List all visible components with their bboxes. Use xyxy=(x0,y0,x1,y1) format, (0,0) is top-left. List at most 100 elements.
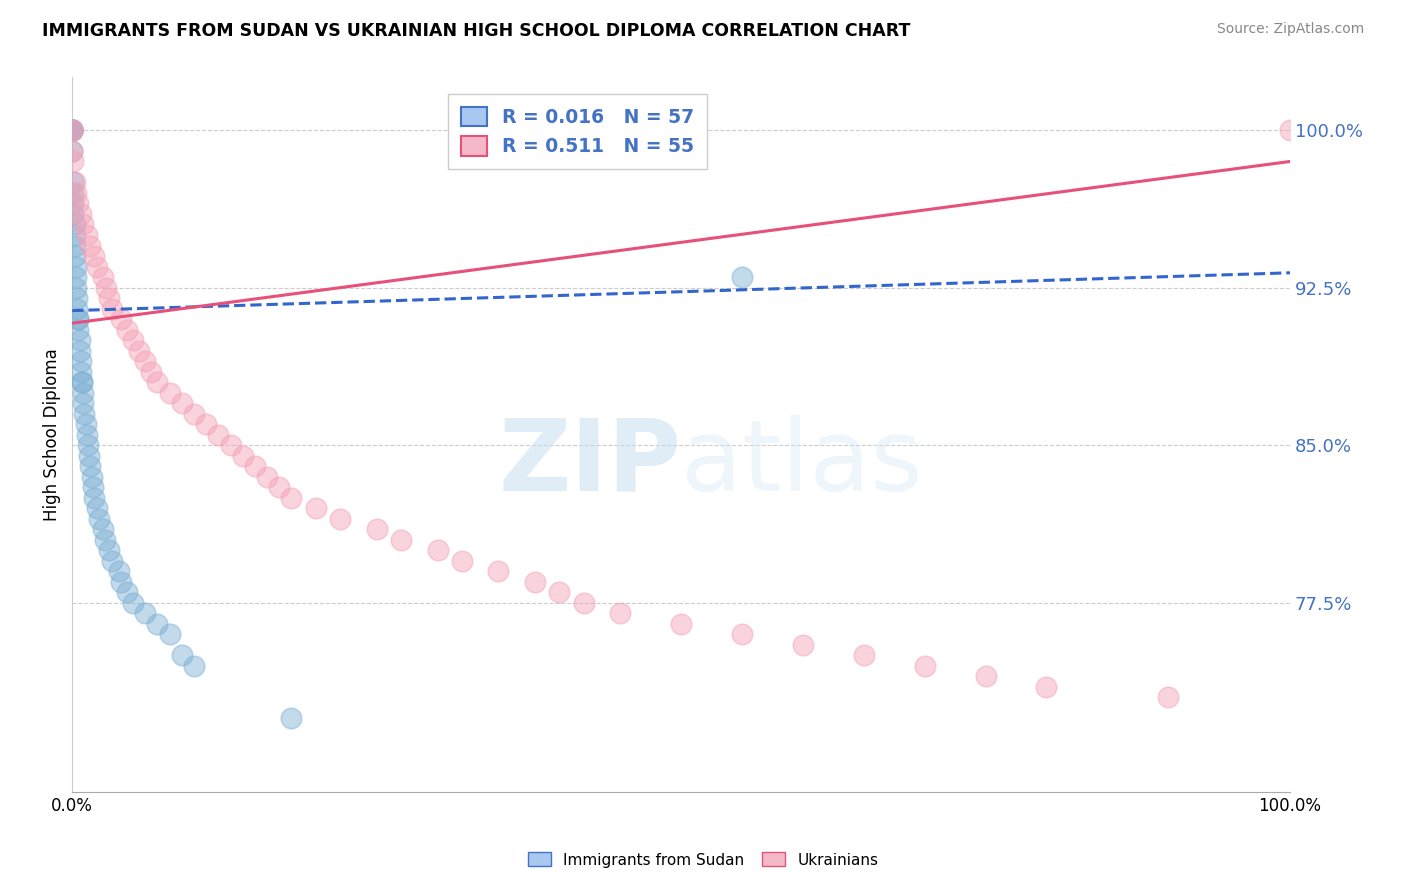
Point xyxy=(195,417,218,431)
Point xyxy=(170,648,193,662)
Point xyxy=(232,449,254,463)
Point xyxy=(60,123,83,137)
Point xyxy=(83,491,105,505)
Point xyxy=(183,407,205,421)
Point xyxy=(65,270,87,285)
Point xyxy=(69,333,91,347)
Point xyxy=(70,375,93,389)
Point xyxy=(389,533,412,547)
Point xyxy=(146,375,169,389)
Point xyxy=(280,491,302,505)
Point xyxy=(65,260,87,274)
Point xyxy=(87,511,110,525)
Point xyxy=(79,459,101,474)
Point xyxy=(62,186,84,200)
Point xyxy=(94,533,117,547)
Point xyxy=(97,543,120,558)
Point xyxy=(107,564,129,578)
Point xyxy=(305,501,328,516)
Point xyxy=(243,459,266,474)
Point xyxy=(731,270,754,285)
Point xyxy=(159,385,181,400)
Point xyxy=(66,291,89,305)
Point xyxy=(134,354,156,368)
Point xyxy=(72,385,94,400)
Point xyxy=(82,480,104,494)
Point xyxy=(183,658,205,673)
Point xyxy=(115,322,138,336)
Point xyxy=(69,354,91,368)
Point xyxy=(63,176,86,190)
Point xyxy=(792,638,814,652)
Point xyxy=(669,616,692,631)
Point xyxy=(170,396,193,410)
Point xyxy=(67,312,90,326)
Point xyxy=(76,227,98,242)
Point xyxy=(451,553,474,567)
Point xyxy=(426,543,449,558)
Point xyxy=(60,123,83,137)
Point xyxy=(72,396,94,410)
Point xyxy=(101,301,124,316)
Point xyxy=(60,123,83,137)
Point xyxy=(60,144,83,158)
Point xyxy=(60,123,83,137)
Point xyxy=(101,553,124,567)
Point xyxy=(60,144,83,158)
Point xyxy=(159,627,181,641)
Point xyxy=(524,574,547,589)
Point xyxy=(79,238,101,252)
Point xyxy=(67,196,90,211)
Point xyxy=(91,522,114,536)
Point xyxy=(1035,680,1057,694)
Point xyxy=(86,260,108,274)
Point xyxy=(73,407,96,421)
Point xyxy=(69,207,91,221)
Point xyxy=(97,291,120,305)
Point xyxy=(76,427,98,442)
Point xyxy=(80,469,103,483)
Point xyxy=(72,218,94,232)
Text: IMMIGRANTS FROM SUDAN VS UKRAINIAN HIGH SCHOOL DIPLOMA CORRELATION CHART: IMMIGRANTS FROM SUDAN VS UKRAINIAN HIGH … xyxy=(42,22,911,40)
Legend: R = 0.016   N = 57, R = 0.511   N = 55: R = 0.016 N = 57, R = 0.511 N = 55 xyxy=(447,94,707,169)
Point xyxy=(69,365,91,379)
Point xyxy=(609,606,631,620)
Point xyxy=(67,322,90,336)
Point xyxy=(65,186,87,200)
Point xyxy=(77,449,100,463)
Point xyxy=(110,574,132,589)
Point xyxy=(122,333,145,347)
Point xyxy=(60,123,83,137)
Point xyxy=(974,669,997,683)
Point xyxy=(1279,123,1302,137)
Point xyxy=(207,427,229,442)
Point xyxy=(115,585,138,599)
Point xyxy=(66,301,89,316)
Point xyxy=(70,375,93,389)
Point xyxy=(63,238,86,252)
Point xyxy=(63,218,86,232)
Point xyxy=(91,270,114,285)
Point xyxy=(62,176,84,190)
Point xyxy=(69,343,91,358)
Y-axis label: High School Diploma: High School Diploma xyxy=(44,348,60,521)
Point xyxy=(141,365,163,379)
Point xyxy=(572,596,595,610)
Point xyxy=(329,511,352,525)
Point xyxy=(60,123,83,137)
Point xyxy=(62,154,84,169)
Text: atlas: atlas xyxy=(681,415,922,512)
Point xyxy=(852,648,875,662)
Point xyxy=(65,280,87,294)
Point xyxy=(731,627,754,641)
Point xyxy=(86,501,108,516)
Text: ZIP: ZIP xyxy=(498,415,681,512)
Point xyxy=(67,312,90,326)
Point xyxy=(269,480,291,494)
Point xyxy=(488,564,510,578)
Point xyxy=(914,658,936,673)
Text: Source: ZipAtlas.com: Source: ZipAtlas.com xyxy=(1216,22,1364,37)
Point xyxy=(77,438,100,452)
Point xyxy=(256,469,278,483)
Point xyxy=(62,196,84,211)
